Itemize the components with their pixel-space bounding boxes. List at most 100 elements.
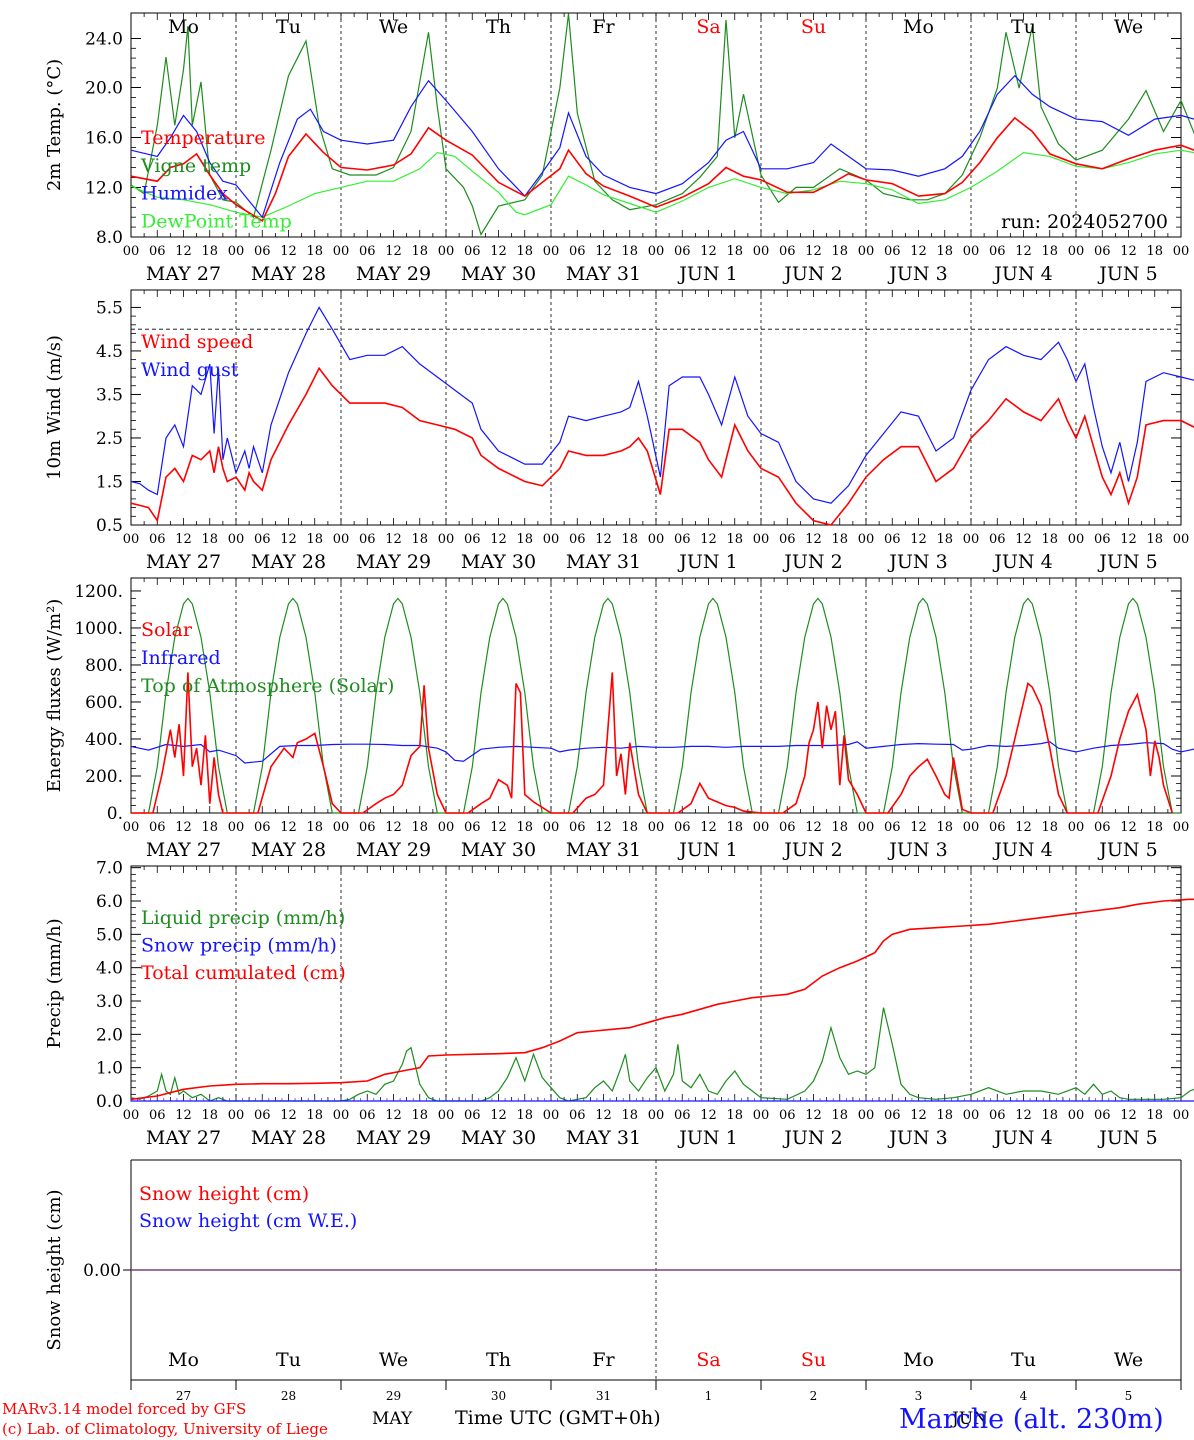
- date-label: JUN 5: [1097, 839, 1157, 861]
- day-number-label: 29: [386, 1389, 401, 1403]
- y-tick-label: 0.0: [96, 1092, 123, 1112]
- hour-tick-label: 18: [831, 244, 848, 259]
- date-label: JUN 2: [782, 551, 842, 573]
- date-label: JUN 1: [677, 839, 737, 861]
- hour-tick-label: 18: [306, 532, 323, 547]
- legend-entry: Snow height (cm W.E.): [139, 1210, 357, 1232]
- hour-tick-label: 12: [805, 532, 822, 547]
- date-label: JUN 3: [887, 263, 947, 285]
- hour-tick-label: 18: [516, 820, 533, 835]
- hour-tick-label: 18: [621, 244, 638, 259]
- hour-tick-label: 18: [1041, 532, 1058, 547]
- date-label: MAY 31: [566, 551, 641, 573]
- date-label: MAY 29: [356, 551, 431, 573]
- hour-tick-label: 00: [753, 244, 770, 259]
- hour-tick-label: 18: [831, 820, 848, 835]
- date-label: MAY 29: [356, 263, 431, 285]
- hour-tick-label: 06: [464, 532, 481, 547]
- hour-tick-label: 06: [884, 1108, 901, 1123]
- hour-tick-label: 18: [621, 1108, 638, 1123]
- series-line-0-1: [130, 13, 1194, 236]
- hour-tick-label: 06: [149, 532, 166, 547]
- hour-tick-label: 18: [936, 244, 953, 259]
- y-tick-label: 20.0: [85, 79, 123, 99]
- hour-tick-label: 18: [306, 244, 323, 259]
- hour-tick-label: 18: [1146, 1108, 1163, 1123]
- legend-entry: Solar: [141, 619, 193, 641]
- hour-tick-label: 06: [674, 244, 691, 259]
- date-label: JUN 5: [1097, 1127, 1157, 1149]
- hour-tick-label: 18: [936, 1108, 953, 1123]
- date-label: MAY 27: [146, 839, 221, 861]
- legend-entry: Top of Atmosphere (Solar): [141, 675, 394, 697]
- hour-tick-label: 18: [306, 1108, 323, 1123]
- hour-tick-label: 18: [1146, 244, 1163, 259]
- hour-tick-label: 12: [490, 532, 507, 547]
- day-name-label: Tu: [276, 16, 301, 38]
- hour-tick-label: 12: [910, 244, 927, 259]
- hour-tick-label: 06: [779, 244, 796, 259]
- hour-tick-label: 18: [1146, 532, 1163, 547]
- date-label: JUN 1: [677, 1127, 737, 1149]
- series-line-0-0: [130, 116, 1194, 223]
- hour-tick-label: 00: [1068, 532, 1085, 547]
- hour-tick-label: 00: [648, 1108, 665, 1123]
- date-label: JUN 2: [782, 263, 842, 285]
- hour-tick-label: 06: [569, 820, 586, 835]
- hour-tick-label: 12: [175, 820, 192, 835]
- date-label: MAY 28: [251, 551, 326, 573]
- date-label: MAY 28: [251, 1127, 326, 1149]
- date-label: MAY 31: [566, 263, 641, 285]
- y-tick-label: 1.0: [96, 1059, 123, 1079]
- y-tick-label: 400.: [85, 730, 123, 750]
- y-axis-title: Precip (mm/h): [44, 918, 65, 1048]
- hour-tick-label: 18: [201, 244, 218, 259]
- hour-tick-label: 18: [1041, 1108, 1058, 1123]
- hour-tick-label: 00: [1173, 1108, 1190, 1123]
- hour-tick-label: 00: [543, 244, 560, 259]
- hour-tick-label: 06: [674, 1108, 691, 1123]
- hour-tick-label: 06: [149, 820, 166, 835]
- hour-tick-label: 12: [280, 1108, 297, 1123]
- day-number-label: 1: [705, 1389, 713, 1403]
- legend-entry: Vigne temp: [140, 155, 251, 177]
- y-axis-title: 2m Temp. (°C): [44, 59, 65, 191]
- hour-tick-label: 06: [1094, 820, 1111, 835]
- hour-tick-label: 18: [201, 820, 218, 835]
- series-line-2-0: [131, 672, 1174, 814]
- hour-tick-label: 06: [884, 244, 901, 259]
- hour-tick-label: 00: [228, 532, 245, 547]
- date-label: JUN 3: [887, 551, 947, 573]
- series-line-1-1: [130, 306, 1194, 504]
- day-name-label: Fr: [592, 16, 615, 38]
- series-line-1-0: [130, 366, 1194, 526]
- y-tick-label: 2.0: [96, 1025, 123, 1045]
- day-name-label: Mo: [903, 16, 934, 38]
- hour-tick-label: 18: [831, 532, 848, 547]
- hour-tick-label: 06: [359, 1108, 376, 1123]
- date-label: JUN 1: [677, 551, 737, 573]
- hour-tick-label: 12: [910, 1108, 927, 1123]
- series-lines: [130, 13, 1194, 1271]
- hour-tick-label: 06: [464, 244, 481, 259]
- hour-tick-label: 18: [1041, 820, 1058, 835]
- hour-tick-label: 18: [411, 1108, 428, 1123]
- hour-tick-label: 06: [674, 820, 691, 835]
- legend-entry: Humidex: [141, 183, 228, 205]
- day-name-label: Fr: [592, 1349, 615, 1371]
- hour-tick-label: 12: [700, 820, 717, 835]
- hour-tick-label: 00: [333, 244, 350, 259]
- legend-entry: Liquid precip (mm/h): [141, 907, 345, 929]
- hour-tick-label: 12: [805, 244, 822, 259]
- hour-tick-label: 12: [280, 820, 297, 835]
- hour-tick-label: 06: [359, 244, 376, 259]
- hour-tick-label: 12: [175, 1108, 192, 1123]
- hour-tick-label: 12: [1015, 244, 1032, 259]
- day-name-label: Su: [801, 1349, 826, 1371]
- hour-tick-label: 12: [385, 1108, 402, 1123]
- hour-tick-label: 06: [569, 1108, 586, 1123]
- hour-tick-label: 06: [359, 820, 376, 835]
- hour-tick-label: 00: [1173, 244, 1190, 259]
- hour-tick-label: 18: [726, 244, 743, 259]
- day-name-label: Mo: [168, 1349, 199, 1371]
